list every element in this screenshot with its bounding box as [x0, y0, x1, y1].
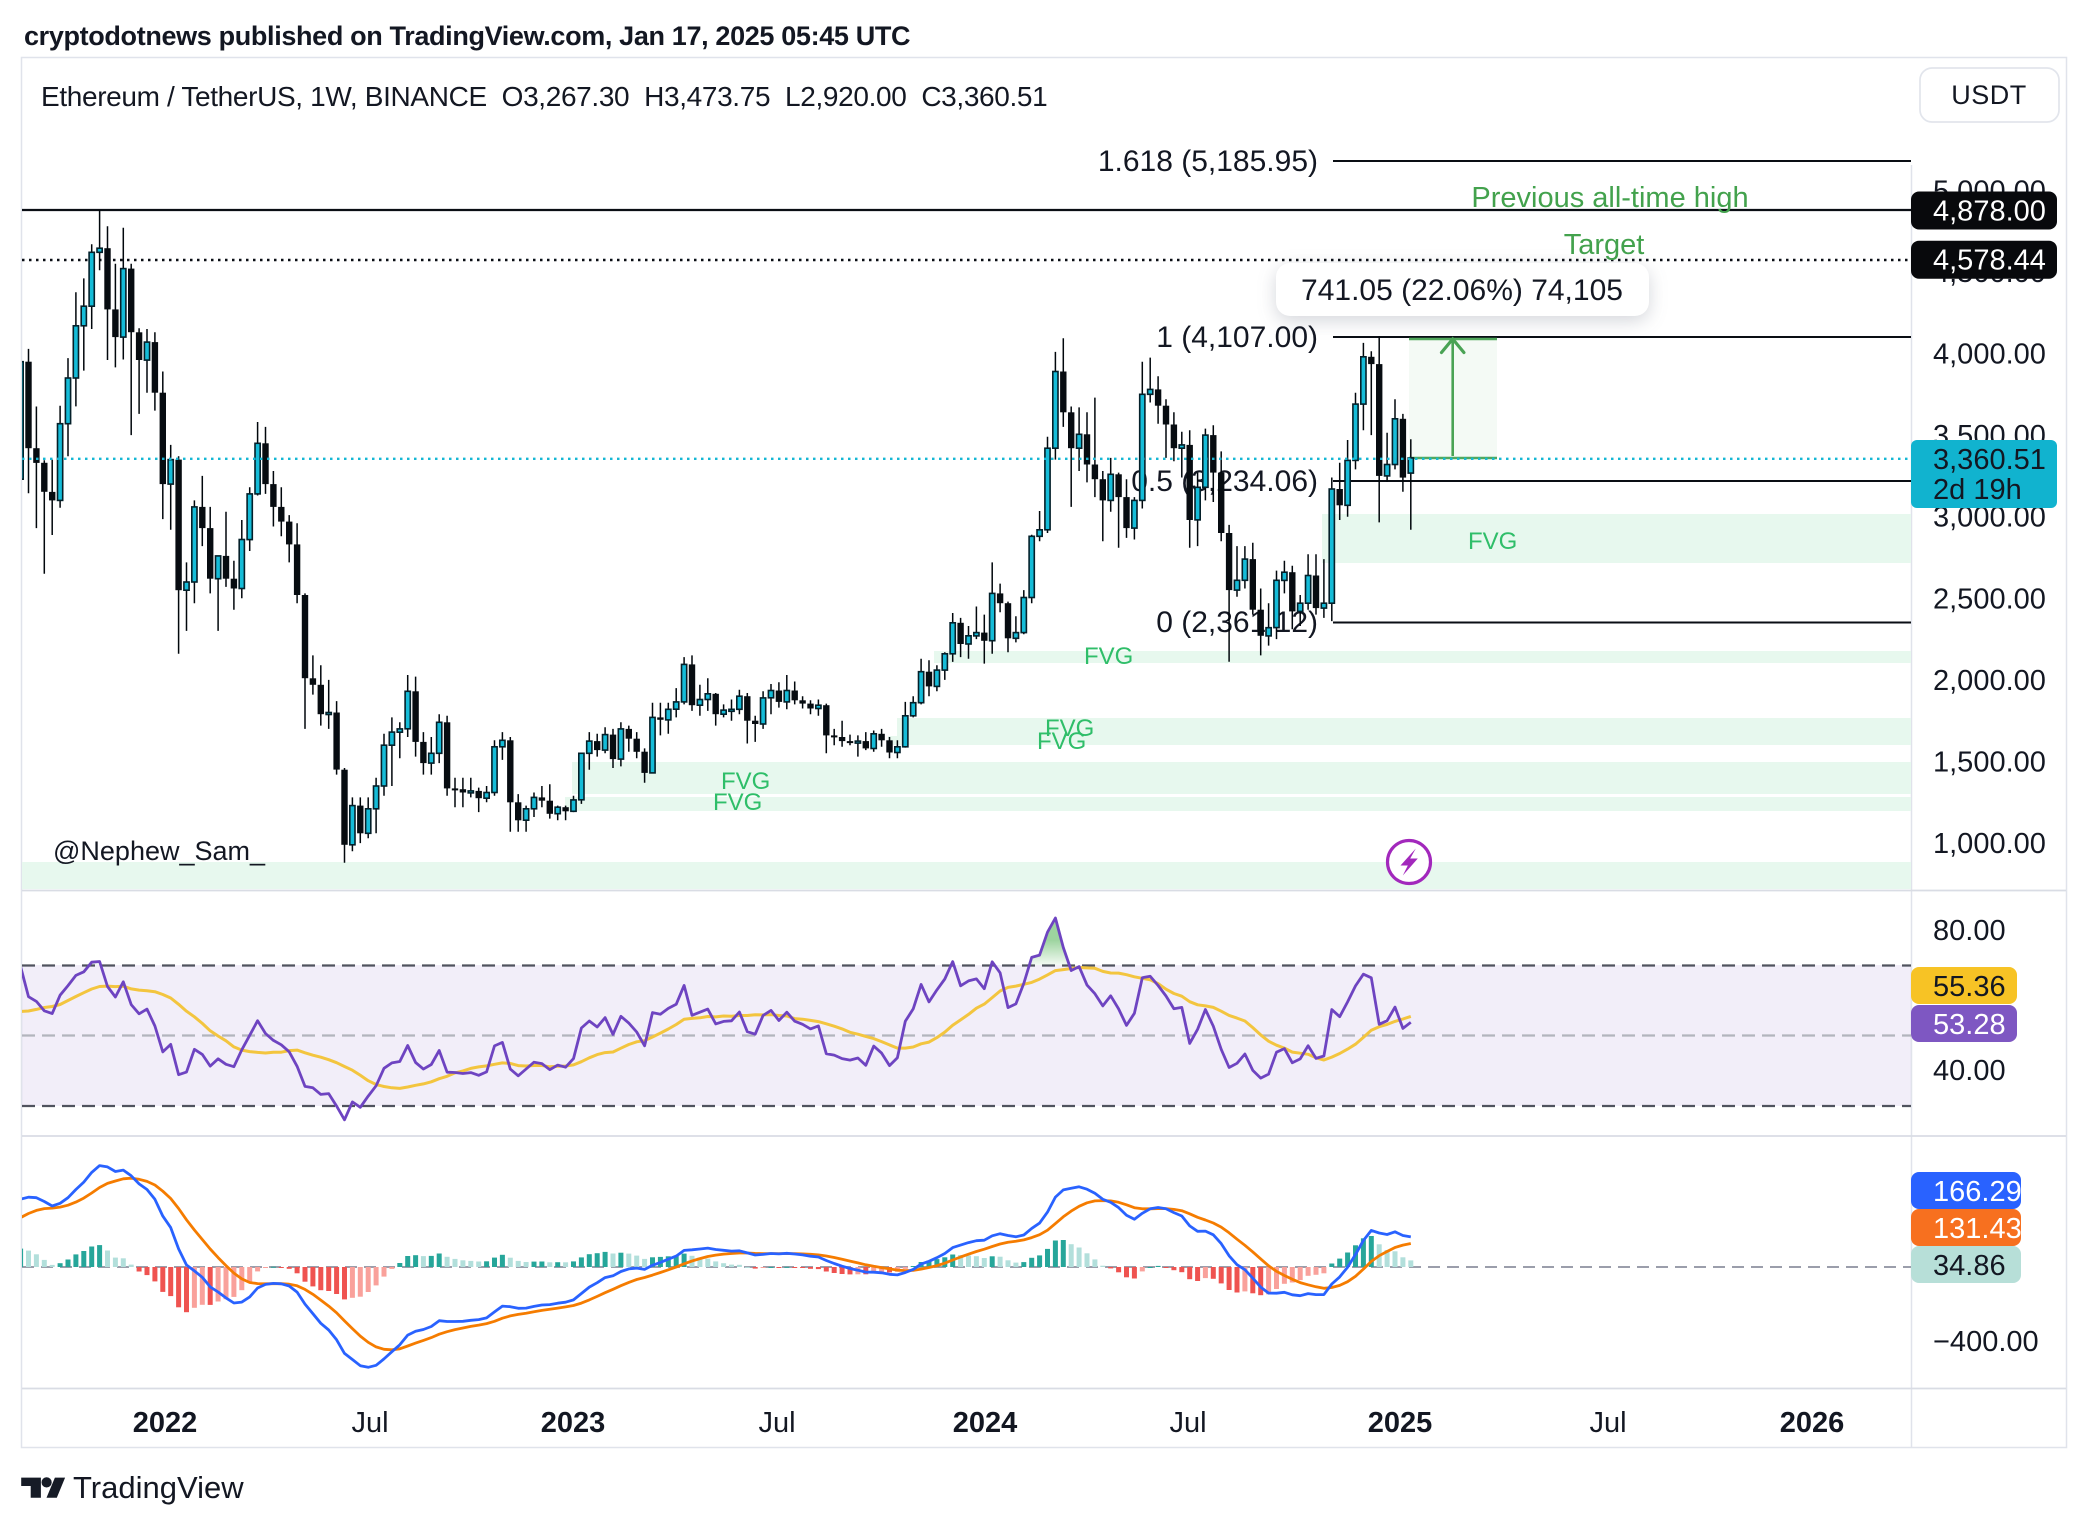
svg-text:FVG: FVG [1045, 715, 1094, 742]
svg-text:FVG: FVG [1468, 528, 1517, 555]
svg-text:Jul: Jul [351, 1407, 388, 1439]
svg-text:@Nephew_Sam_: @Nephew_Sam_ [53, 836, 266, 866]
svg-text:cryptodotnews published on Tra: cryptodotnews published on TradingView.c… [24, 21, 910, 51]
svg-text:53.28: 53.28 [1933, 1009, 2006, 1041]
svg-text:1,000.00: 1,000.00 [1933, 828, 2046, 860]
svg-text:0.5 (3,234.06): 0.5 (3,234.06) [1131, 465, 1318, 498]
svg-text:55.36: 55.36 [1933, 971, 2006, 1003]
svg-text:0 (2,361.12): 0 (2,361.12) [1156, 606, 1318, 639]
svg-text:USDT: USDT [1951, 80, 2027, 110]
svg-text:2025: 2025 [1368, 1407, 1433, 1439]
svg-text:Jul: Jul [1169, 1407, 1206, 1439]
svg-text:Jul: Jul [1589, 1407, 1626, 1439]
svg-text:2,500.00: 2,500.00 [1933, 583, 2046, 615]
svg-text:Ethereum / TetherUS, 1W, BINAN: Ethereum / TetherUS, 1W, BINANCE O3,267.… [41, 81, 1047, 112]
svg-text:2024: 2024 [953, 1407, 1018, 1439]
svg-text:2,000.00: 2,000.00 [1933, 665, 2046, 697]
svg-text:34.86: 34.86 [1933, 1250, 2006, 1282]
svg-text:80.00: 80.00 [1933, 915, 2006, 947]
svg-text:Jul: Jul [758, 1407, 795, 1439]
svg-text:1,500.00: 1,500.00 [1933, 747, 2046, 779]
svg-text:Target: Target [1564, 229, 1645, 261]
svg-text:FVG: FVG [721, 768, 770, 795]
svg-text:4,578.44: 4,578.44 [1933, 245, 2046, 277]
svg-text:Previous all-time high: Previous all-time high [1471, 182, 1748, 214]
svg-text:−400.00: −400.00 [1933, 1326, 2039, 1358]
svg-text:FVG: FVG [713, 789, 762, 816]
svg-text:166.29: 166.29 [1933, 1176, 2022, 1208]
svg-text:4,878.00: 4,878.00 [1933, 196, 2046, 228]
svg-text:FVG: FVG [1037, 728, 1086, 755]
svg-text:2d 19h: 2d 19h [1933, 474, 2022, 506]
svg-text:131.43: 131.43 [1933, 1213, 2022, 1245]
svg-text:FVG: FVG [1084, 643, 1133, 670]
svg-text:4,000.00: 4,000.00 [1933, 339, 2046, 371]
svg-text:40.00: 40.00 [1933, 1055, 2006, 1087]
svg-text:TradingView: TradingView [73, 1470, 244, 1505]
svg-text:1 (4,107.00): 1 (4,107.00) [1156, 321, 1318, 354]
svg-text:1.618 (5,185.95): 1.618 (5,185.95) [1098, 145, 1318, 178]
svg-text:741.05 (22.06%) 74,105: 741.05 (22.06%) 74,105 [1301, 274, 1623, 307]
svg-text:2022: 2022 [133, 1407, 198, 1439]
svg-text:2026: 2026 [1780, 1407, 1845, 1439]
svg-text:3,360.51: 3,360.51 [1933, 444, 2046, 476]
svg-text:2023: 2023 [541, 1407, 606, 1439]
